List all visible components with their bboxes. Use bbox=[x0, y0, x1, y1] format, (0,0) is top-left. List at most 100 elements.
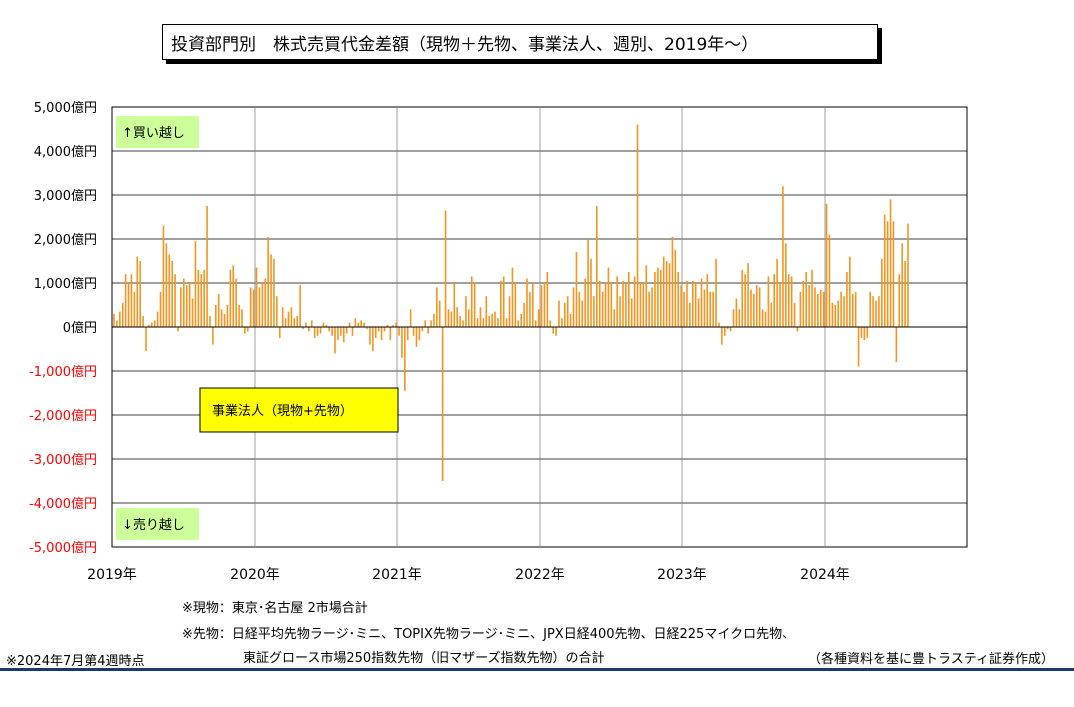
gridlines bbox=[112, 150, 967, 504]
bar bbox=[819, 289, 822, 327]
bar bbox=[750, 289, 752, 327]
bar bbox=[834, 305, 837, 327]
bar bbox=[575, 252, 578, 327]
bar bbox=[860, 327, 863, 338]
bar bbox=[468, 309, 470, 327]
bar bbox=[194, 241, 197, 327]
bar bbox=[502, 276, 505, 327]
y-tick-label: -3,000億円 bbox=[29, 452, 97, 468]
bar bbox=[305, 322, 307, 327]
bar bbox=[476, 318, 479, 327]
bar bbox=[497, 318, 499, 327]
bar bbox=[302, 327, 304, 330]
bar bbox=[177, 327, 179, 332]
bar bbox=[470, 276, 473, 327]
bar bbox=[700, 278, 703, 327]
bar bbox=[514, 283, 517, 327]
bar bbox=[441, 327, 444, 481]
bar bbox=[185, 285, 188, 327]
bar bbox=[552, 327, 554, 334]
bar bbox=[235, 278, 237, 327]
bar bbox=[866, 327, 869, 338]
bar bbox=[889, 199, 892, 327]
bar bbox=[785, 243, 787, 327]
bar bbox=[174, 274, 176, 327]
bar bbox=[776, 258, 778, 327]
bar bbox=[276, 296, 278, 327]
bar bbox=[273, 258, 275, 327]
bar bbox=[689, 302, 691, 327]
bar bbox=[328, 327, 331, 332]
bar bbox=[607, 267, 610, 327]
x-tick-label: 2019年 bbox=[87, 567, 137, 583]
bar bbox=[872, 296, 874, 327]
bar bbox=[691, 280, 694, 327]
buy-label: ↑買い越し bbox=[122, 126, 185, 141]
bar bbox=[622, 280, 624, 327]
bar bbox=[369, 327, 371, 345]
bar bbox=[875, 300, 877, 327]
bar bbox=[217, 294, 220, 327]
bar bbox=[383, 327, 386, 332]
bar bbox=[354, 318, 357, 327]
bar bbox=[616, 276, 618, 327]
bar bbox=[715, 258, 717, 327]
bar bbox=[747, 263, 749, 327]
bar bbox=[526, 278, 528, 327]
y-tick-label: -2,000億円 bbox=[29, 408, 97, 424]
bar bbox=[121, 302, 124, 327]
bar bbox=[316, 327, 319, 336]
bar bbox=[732, 309, 735, 327]
bar bbox=[604, 283, 607, 327]
bar bbox=[645, 265, 648, 327]
bar bbox=[491, 313, 493, 327]
bar bbox=[683, 291, 685, 327]
bar bbox=[787, 274, 790, 327]
bar bbox=[630, 298, 633, 327]
bar bbox=[465, 296, 467, 327]
bar bbox=[433, 313, 435, 327]
bar bbox=[246, 327, 249, 332]
y-tick-labels: 5,000億円 4,000億円 3,000億円 2,000億円 1,000億円 0億円 -1… bbox=[29, 100, 97, 556]
bar bbox=[293, 318, 296, 327]
bar bbox=[508, 296, 511, 327]
bar bbox=[191, 298, 194, 327]
bar bbox=[712, 291, 714, 327]
bar bbox=[540, 285, 543, 327]
bar bbox=[116, 320, 118, 327]
bar bbox=[840, 291, 842, 327]
bar bbox=[709, 291, 712, 327]
bar bbox=[651, 287, 653, 327]
bar bbox=[674, 250, 677, 327]
bar bbox=[252, 289, 255, 327]
bar bbox=[145, 327, 147, 352]
bar bbox=[686, 280, 688, 327]
bar bbox=[697, 298, 700, 327]
bar bbox=[581, 300, 584, 327]
bar bbox=[878, 296, 880, 327]
bar bbox=[119, 311, 121, 327]
bar bbox=[488, 316, 490, 327]
bar bbox=[753, 294, 755, 327]
bar bbox=[232, 265, 235, 327]
bar bbox=[401, 327, 403, 358]
bar bbox=[165, 243, 168, 327]
bar bbox=[151, 322, 153, 327]
bar bbox=[261, 283, 264, 327]
bar bbox=[392, 324, 395, 327]
bar bbox=[811, 269, 813, 327]
bar bbox=[264, 278, 267, 327]
bar bbox=[130, 274, 133, 327]
bar bbox=[412, 327, 415, 336]
bar bbox=[741, 269, 744, 327]
bar bbox=[761, 309, 764, 327]
bar bbox=[779, 283, 781, 327]
bar bbox=[723, 327, 726, 336]
bar bbox=[183, 278, 185, 327]
bar bbox=[290, 307, 293, 327]
bar bbox=[677, 272, 680, 327]
note-spot: ※現物：東京･名古屋 2市場合計 bbox=[182, 601, 368, 616]
bar bbox=[345, 327, 348, 334]
bar bbox=[462, 320, 464, 327]
bar bbox=[799, 291, 802, 327]
